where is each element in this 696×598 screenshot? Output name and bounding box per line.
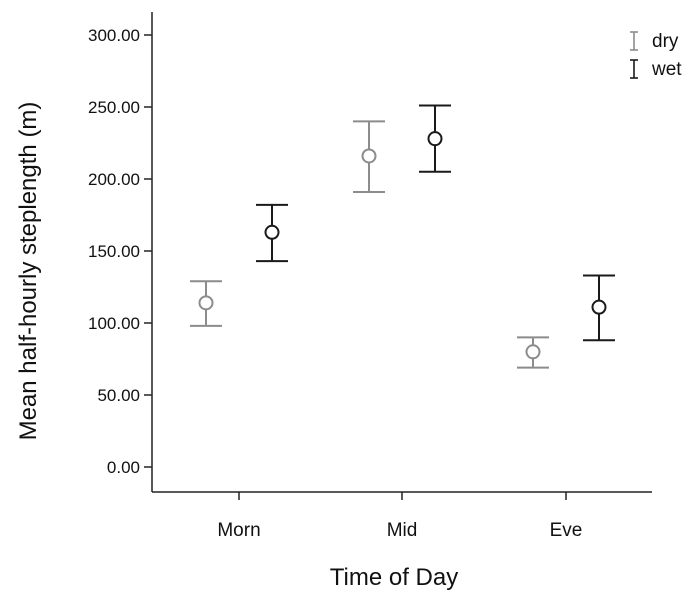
legend-item-wet: wet (630, 59, 682, 80)
y-tick-label: 150.00 (88, 242, 140, 261)
mean-marker (198, 295, 214, 311)
y-tick-label: 50.00 (97, 386, 140, 405)
x-tick-label: Eve (550, 520, 583, 541)
y-axis-title: Mean half-hourly steplength (m) (15, 102, 42, 441)
mean-marker (525, 344, 541, 360)
y-tick-label: 200.00 (88, 170, 140, 189)
mean-marker (427, 131, 443, 147)
x-tick-label: Mid (387, 520, 418, 541)
legend-item-dry: dry (630, 31, 679, 52)
y-tick-label: 250.00 (88, 98, 140, 117)
error-bar-wet-morn (256, 203, 288, 263)
error-bar-wet-mid (419, 104, 451, 173)
axes (151, 12, 652, 493)
y-tick-label: 100.00 (88, 314, 140, 333)
error-bar-wet-eve (583, 274, 615, 342)
error-bar-dry-morn (190, 280, 222, 327)
x-tick-label: Morn (217, 520, 260, 541)
x-axis-title: Time of Day (330, 564, 458, 591)
mean-marker (591, 299, 607, 315)
error-bar-dry-mid (353, 120, 385, 193)
mean-marker (361, 148, 377, 164)
y-tick-label: 300.00 (88, 26, 140, 45)
legend: dry wet (630, 31, 682, 80)
legend-label: dry (652, 31, 679, 52)
mean-marker (264, 224, 280, 240)
y-axis-ticks: 0.00 50.00 100.00 150.00 200.00 250.00 300.00 (88, 26, 152, 477)
data-marks (190, 104, 615, 369)
y-tick-label: 0.00 (107, 458, 140, 477)
x-axis-ticks: Morn Mid Eve (217, 492, 582, 541)
error-bar-dry-eve (517, 336, 549, 369)
legend-label: wet (651, 59, 682, 80)
